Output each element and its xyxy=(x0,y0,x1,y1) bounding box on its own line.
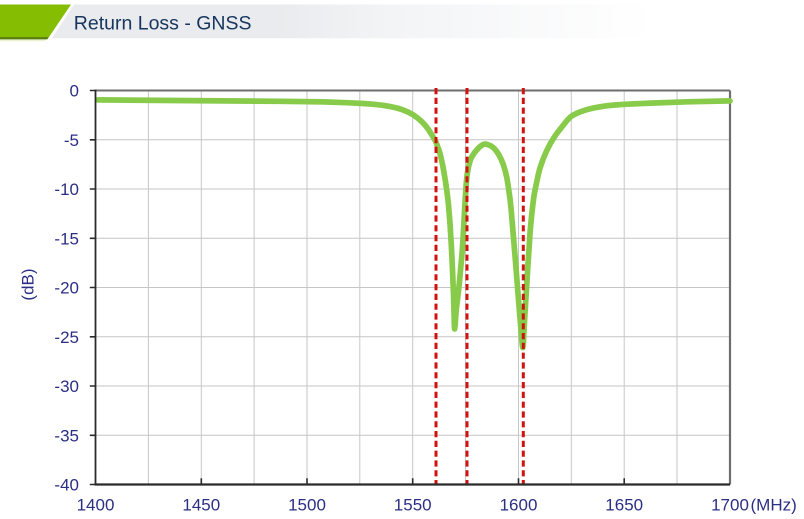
svg-text:-5: -5 xyxy=(64,131,79,150)
svg-text:1450: 1450 xyxy=(182,496,220,515)
svg-text:Return Loss - GNSS: Return Loss - GNSS xyxy=(74,12,252,34)
svg-text:1600: 1600 xyxy=(500,496,538,515)
svg-text:1700: 1700 xyxy=(711,496,749,515)
svg-text:-15: -15 xyxy=(54,229,79,248)
svg-text:1550: 1550 xyxy=(394,496,432,515)
svg-text:-25: -25 xyxy=(54,328,79,347)
svg-text:-35: -35 xyxy=(54,426,79,445)
svg-text:1400: 1400 xyxy=(77,496,115,515)
svg-text:(dB): (dB) xyxy=(19,268,38,300)
svg-text:(MHz): (MHz) xyxy=(751,496,797,515)
svg-text:1650: 1650 xyxy=(605,496,643,515)
svg-text:0: 0 xyxy=(70,82,79,101)
svg-text:-40: -40 xyxy=(54,476,79,495)
svg-text:-20: -20 xyxy=(54,279,79,298)
svg-text:1500: 1500 xyxy=(288,496,326,515)
svg-text:-10: -10 xyxy=(54,180,79,199)
svg-text:-30: -30 xyxy=(54,377,79,396)
